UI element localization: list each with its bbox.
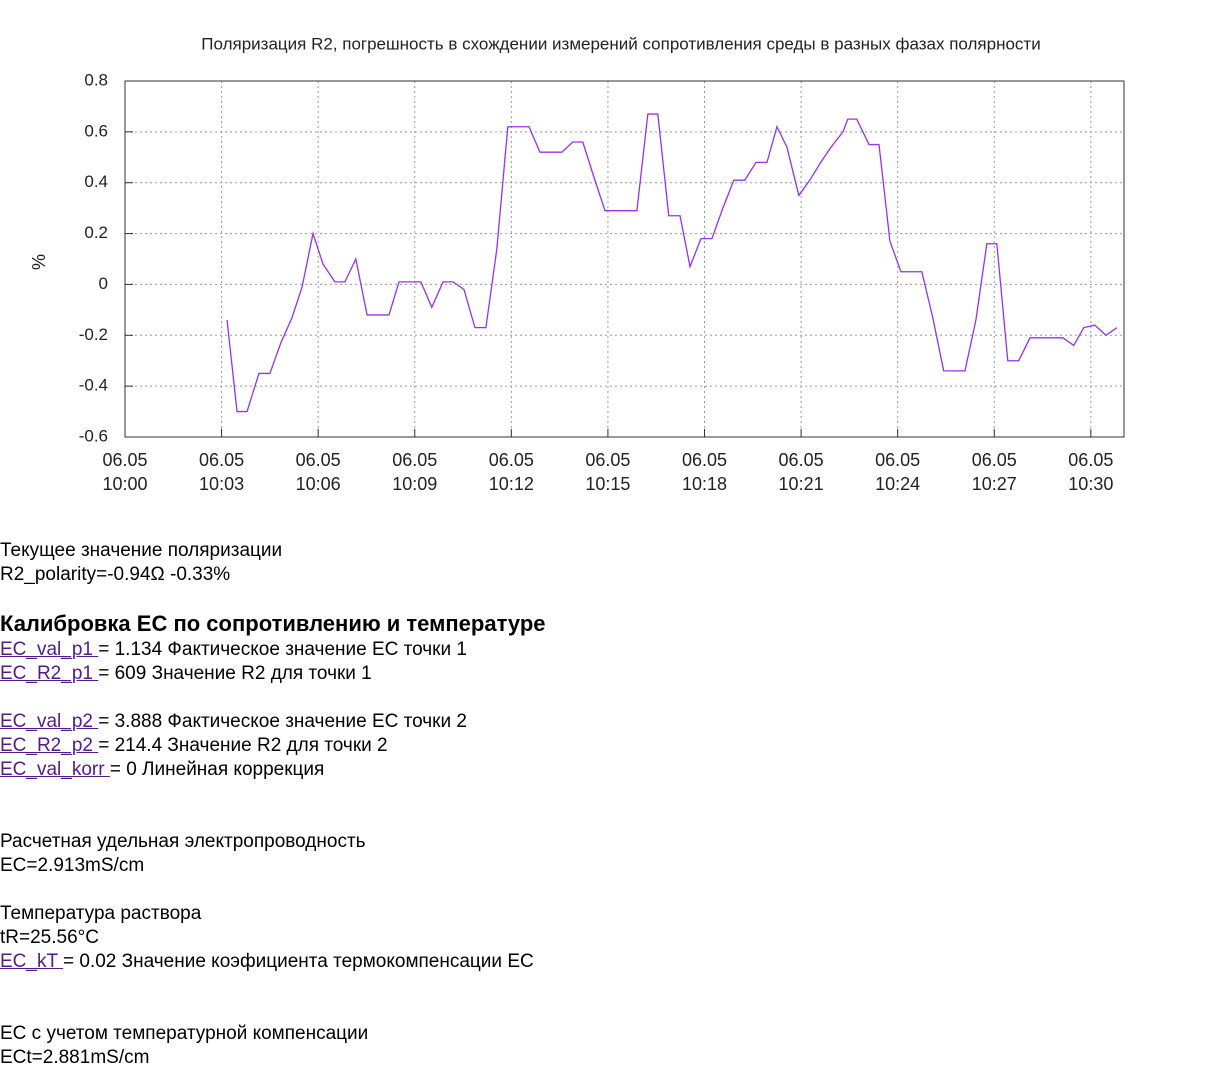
x-tick-label: 06.05 10:24 (875, 450, 921, 494)
y-tick-label: 0.8 (84, 70, 108, 89)
param-link[interactable]: EC_R2_p2 (0, 735, 99, 756)
param-link[interactable]: EC_R2_p1 (0, 663, 99, 684)
ect-label: ЕС с учетом температурной компенсации (0, 1023, 369, 1044)
x-tick-label: 06.05 10:30 (1068, 450, 1114, 494)
param-row: EC_R2_p2 = 214.4 Значение R2 для точки 2 (0, 734, 388, 758)
x-tick-label: 06.05 10:15 (585, 450, 631, 494)
param-text: = 3.888 Фактическое значение ЕС точки 2 (98, 711, 467, 732)
y-tick-label: -0.2 (79, 325, 108, 344)
y-tick-label: -0.4 (79, 376, 108, 395)
temp-label: Температура раствора (0, 903, 202, 924)
x-tick-label: 06.05 10:00 (102, 450, 148, 494)
y-tick-label: 0 (99, 274, 108, 293)
x-tick-label: 06.05 10:18 (681, 450, 728, 494)
param-text: = 1.134 Фактическое значение ЕС точки 1 (98, 639, 467, 660)
chart-title: Поляризация R2, погрешность в схождении … (201, 34, 1040, 53)
param-link[interactable]: EC_kT (0, 951, 64, 972)
data-line (226, 113, 1118, 413)
param-text: = 609 Значение R2 для точки 1 (98, 663, 372, 684)
param-link[interactable]: EC_val_p1 (0, 639, 99, 660)
temp-value: tR=25.56°C (0, 927, 99, 948)
x-tick-label: 06.05 10:06 (295, 450, 341, 494)
x-tick-label: 06.05 10:09 (392, 450, 438, 494)
param-row: EC_val_p1 = 1.134 Фактическое значение Е… (0, 638, 467, 662)
status-label: Текущее значение поляризации (0, 540, 283, 561)
param-row: EC_val_p2 = 3.888 Фактическое значение Е… (0, 710, 467, 734)
param-text: = 0 Линейная коррекция (109, 759, 325, 780)
y-tick-label: 0.6 (84, 121, 108, 140)
param-text: = 0.02 Значение коэфициента термокомпенс… (63, 951, 534, 972)
ec-value: EC=2.913mS/cm (0, 855, 145, 876)
section-title: Калибровка ЕС по сопротивлению и темпера… (0, 611, 546, 636)
y-tick-label: 0.4 (84, 172, 108, 191)
chart: Поляризация R2, погрешность в схождении … (29, 34, 1125, 445)
param-link[interactable]: EC_val_p2 (0, 711, 99, 732)
param-link[interactable]: EC_val_korr (0, 759, 110, 780)
x-tick-label: 06.05 10:27 (971, 450, 1017, 494)
x-tick-label: 06.05 10:21 (778, 450, 824, 494)
ec-label: Расчетная удельная электропроводность (0, 831, 366, 852)
y-tick-label: 0.2 (84, 223, 108, 242)
param-text: = 214.4 Значение R2 для точки 2 (98, 735, 388, 756)
x-tick-label: 06.05 10:03 (199, 450, 245, 494)
y-axis-label: % (29, 254, 49, 270)
param-row: EC_val_korr = 0 Линейная коррекция (0, 758, 324, 782)
param-row: EC_kT = 0.02 Значение коэфициента термок… (0, 950, 534, 974)
y-tick-label: -0.6 (79, 426, 108, 445)
param-row: EC_R2_p1 = 609 Значение R2 для точки 1 (0, 662, 372, 686)
plot-frame (124, 80, 1125, 438)
ect-value: ECt=2.881mS/cm (0, 1047, 150, 1068)
x-tick-label: 06.05 10:12 (488, 450, 534, 494)
status-value: R2_polarity=-0.94Ω -0.33% (0, 564, 231, 585)
